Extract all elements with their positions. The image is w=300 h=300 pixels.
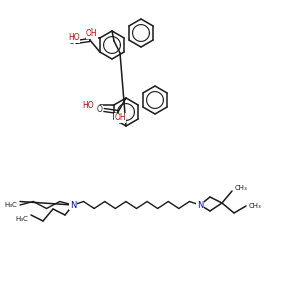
Text: H₃C: H₃C: [4, 202, 17, 208]
Text: CH₃: CH₃: [235, 185, 248, 191]
Text: O: O: [69, 38, 75, 46]
Text: N: N: [70, 200, 76, 209]
Text: CH₃: CH₃: [249, 203, 262, 209]
Text: O: O: [97, 106, 103, 115]
Text: OH: OH: [114, 113, 126, 122]
Text: OH: OH: [86, 29, 98, 38]
Text: HO: HO: [68, 34, 80, 43]
Text: H₃C: H₃C: [15, 216, 28, 222]
Text: HO: HO: [82, 100, 94, 109]
Text: N: N: [197, 200, 203, 209]
